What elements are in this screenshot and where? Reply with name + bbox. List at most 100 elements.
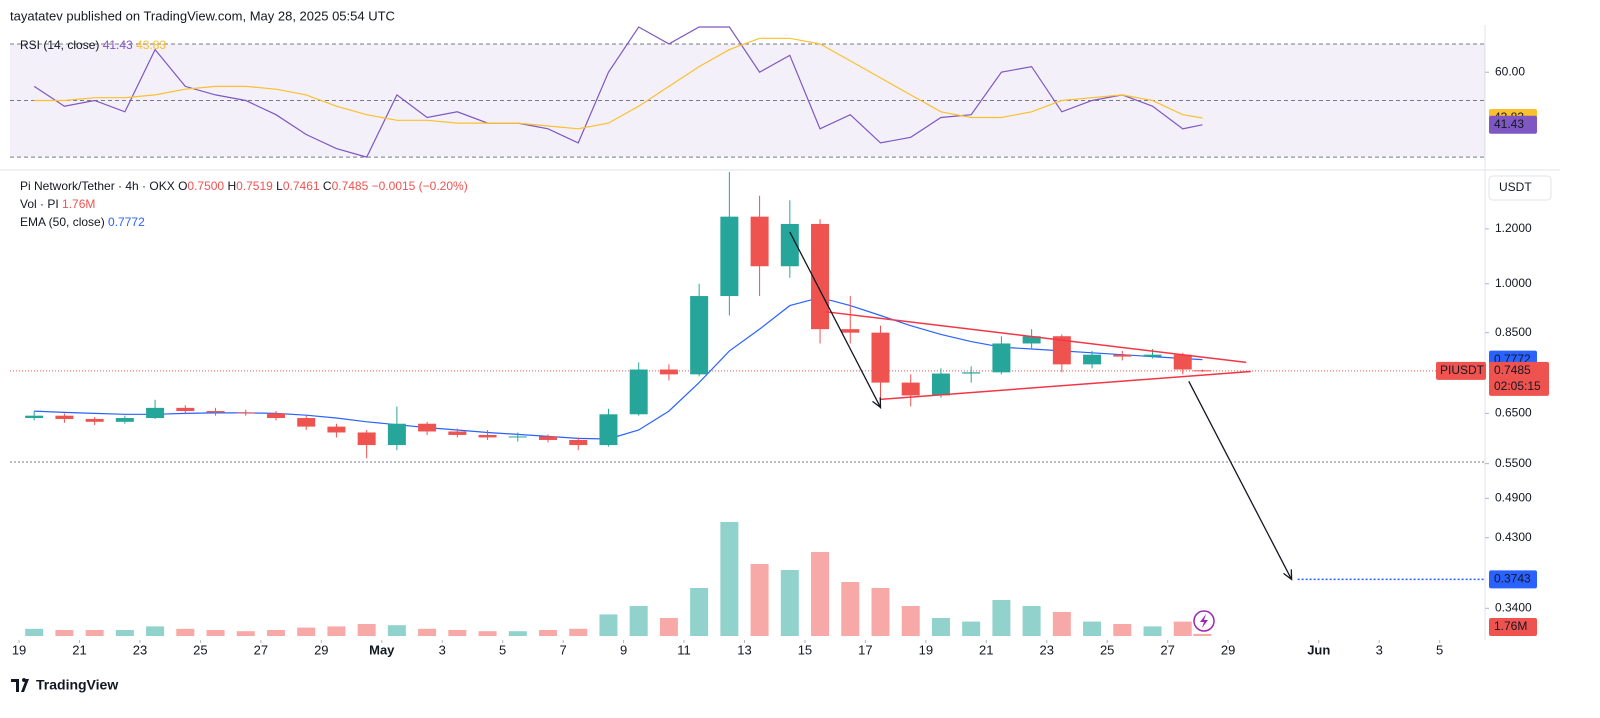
rsi-title: RSI (14, close) [20,38,99,52]
candle-body [931,373,950,396]
ema-legend: EMA (50, close) 0.7772 [20,215,145,229]
volume-bar [841,582,860,636]
candle-body [297,418,316,427]
candle-body [236,412,255,414]
volume-bar [478,631,497,636]
ema-title: EMA (50, close) [20,215,105,229]
x-tick-label: 5 [1436,642,1443,657]
arrow-head [1283,569,1293,581]
alert-icon[interactable] [1193,610,1215,632]
price-tick-label: 0.4900 [1495,491,1532,505]
volume-bar [1173,621,1192,636]
volume-bar [901,606,920,636]
candle-body [629,369,648,415]
volume-bar [1193,633,1212,636]
candle-body [1193,370,1212,372]
candle-body [176,407,195,412]
ohlc-value: 0.7500 [187,179,224,193]
volume-bar [85,630,104,636]
volume-bar [1143,626,1162,636]
volume-bar [871,588,890,636]
candle-body [811,223,830,330]
symbol: PIUSDT [1440,363,1485,377]
candle-body [569,439,588,446]
x-tick-label: 25 [1100,642,1114,657]
volume-bar [659,618,678,636]
candle-body [1173,354,1192,370]
x-tick-label: 5 [499,642,506,657]
volume-bar [720,522,739,636]
price-tick-label: 1.0000 [1495,276,1532,290]
volume-bar [599,614,618,636]
x-tick-label: 25 [193,642,207,657]
x-tick-label: May [369,642,395,657]
target-badge: 0.3743 [1494,572,1531,586]
candle-body [1083,354,1102,365]
candle-body [841,329,860,333]
volume-bar [1083,621,1102,636]
x-tick-label: 15 [798,642,812,657]
x-tick-label: 27 [1160,642,1174,657]
volume-badge-bg [1489,618,1537,636]
volume-bar [750,564,769,636]
volume-bar [992,600,1011,636]
volume-bar [629,606,648,636]
volume-title: Vol · PI [20,197,59,211]
price-legend: Pi Network/Tether · 4h · OKX O0.7500 H0.… [20,179,468,193]
ohlc-key: L [276,179,283,193]
rsi-legend-value: 43.83 [136,38,166,52]
x-tick-label: 3 [439,642,446,657]
rsi-badge: 41.43 [1494,117,1524,131]
volume-bar [297,627,316,636]
candle-body [387,423,406,446]
candle-body [871,332,890,383]
arrow [789,231,882,408]
last-price: 0.7485 [1494,363,1531,377]
price-tick-label: 0.6500 [1495,406,1532,420]
candle-body [992,343,1011,373]
volume-bar [357,624,376,636]
x-tick-label: 9 [620,642,627,657]
volume-bar [811,552,830,636]
volume-bar [780,570,799,636]
candle-body [1113,354,1132,357]
candle-body [206,411,225,413]
candle-body [720,216,739,297]
price-tick-label: 0.8500 [1495,325,1532,339]
published-note: tayatatev published on TradingView.com, … [10,8,395,23]
arrow [1188,381,1293,580]
volume-bar [327,626,346,636]
candle-body [357,432,376,446]
volume-bar [690,588,709,636]
x-tick-label: 19 [919,642,933,657]
x-tick-label: 11 [677,642,691,657]
volume-bar [25,628,44,636]
x-tick-label: 23 [1039,642,1053,657]
ohlc-value: 0.7485 [332,179,369,193]
volume-bar [418,628,437,636]
volume-bar [931,618,950,636]
price-change: −0.0015 (−0.20%) [372,179,468,193]
volume-value: 1.76M [62,197,95,211]
candle-body [1143,354,1162,357]
symbol-bg [1436,361,1486,380]
candle-body [750,216,769,267]
candle-body [146,407,165,419]
x-tick-label: 29 [314,642,328,657]
volume-bar [1113,624,1132,636]
candle-body [448,431,467,435]
volume-bar [55,630,74,636]
rsi-line [34,37,1203,130]
ohlc-value: 0.7519 [236,179,273,193]
volume-bar [1022,606,1041,636]
volume-bar [539,630,558,636]
target-badge-bg [1489,570,1537,589]
x-tick-label: 17 [858,642,872,657]
rsi-tick-label: 60.00 [1495,64,1525,78]
x-tick-label: 13 [737,642,751,657]
ohlc-key: O [178,179,187,193]
volume-bar [448,630,467,636]
price-tick-label: 0.3400 [1495,600,1532,614]
candle-body [85,418,104,422]
